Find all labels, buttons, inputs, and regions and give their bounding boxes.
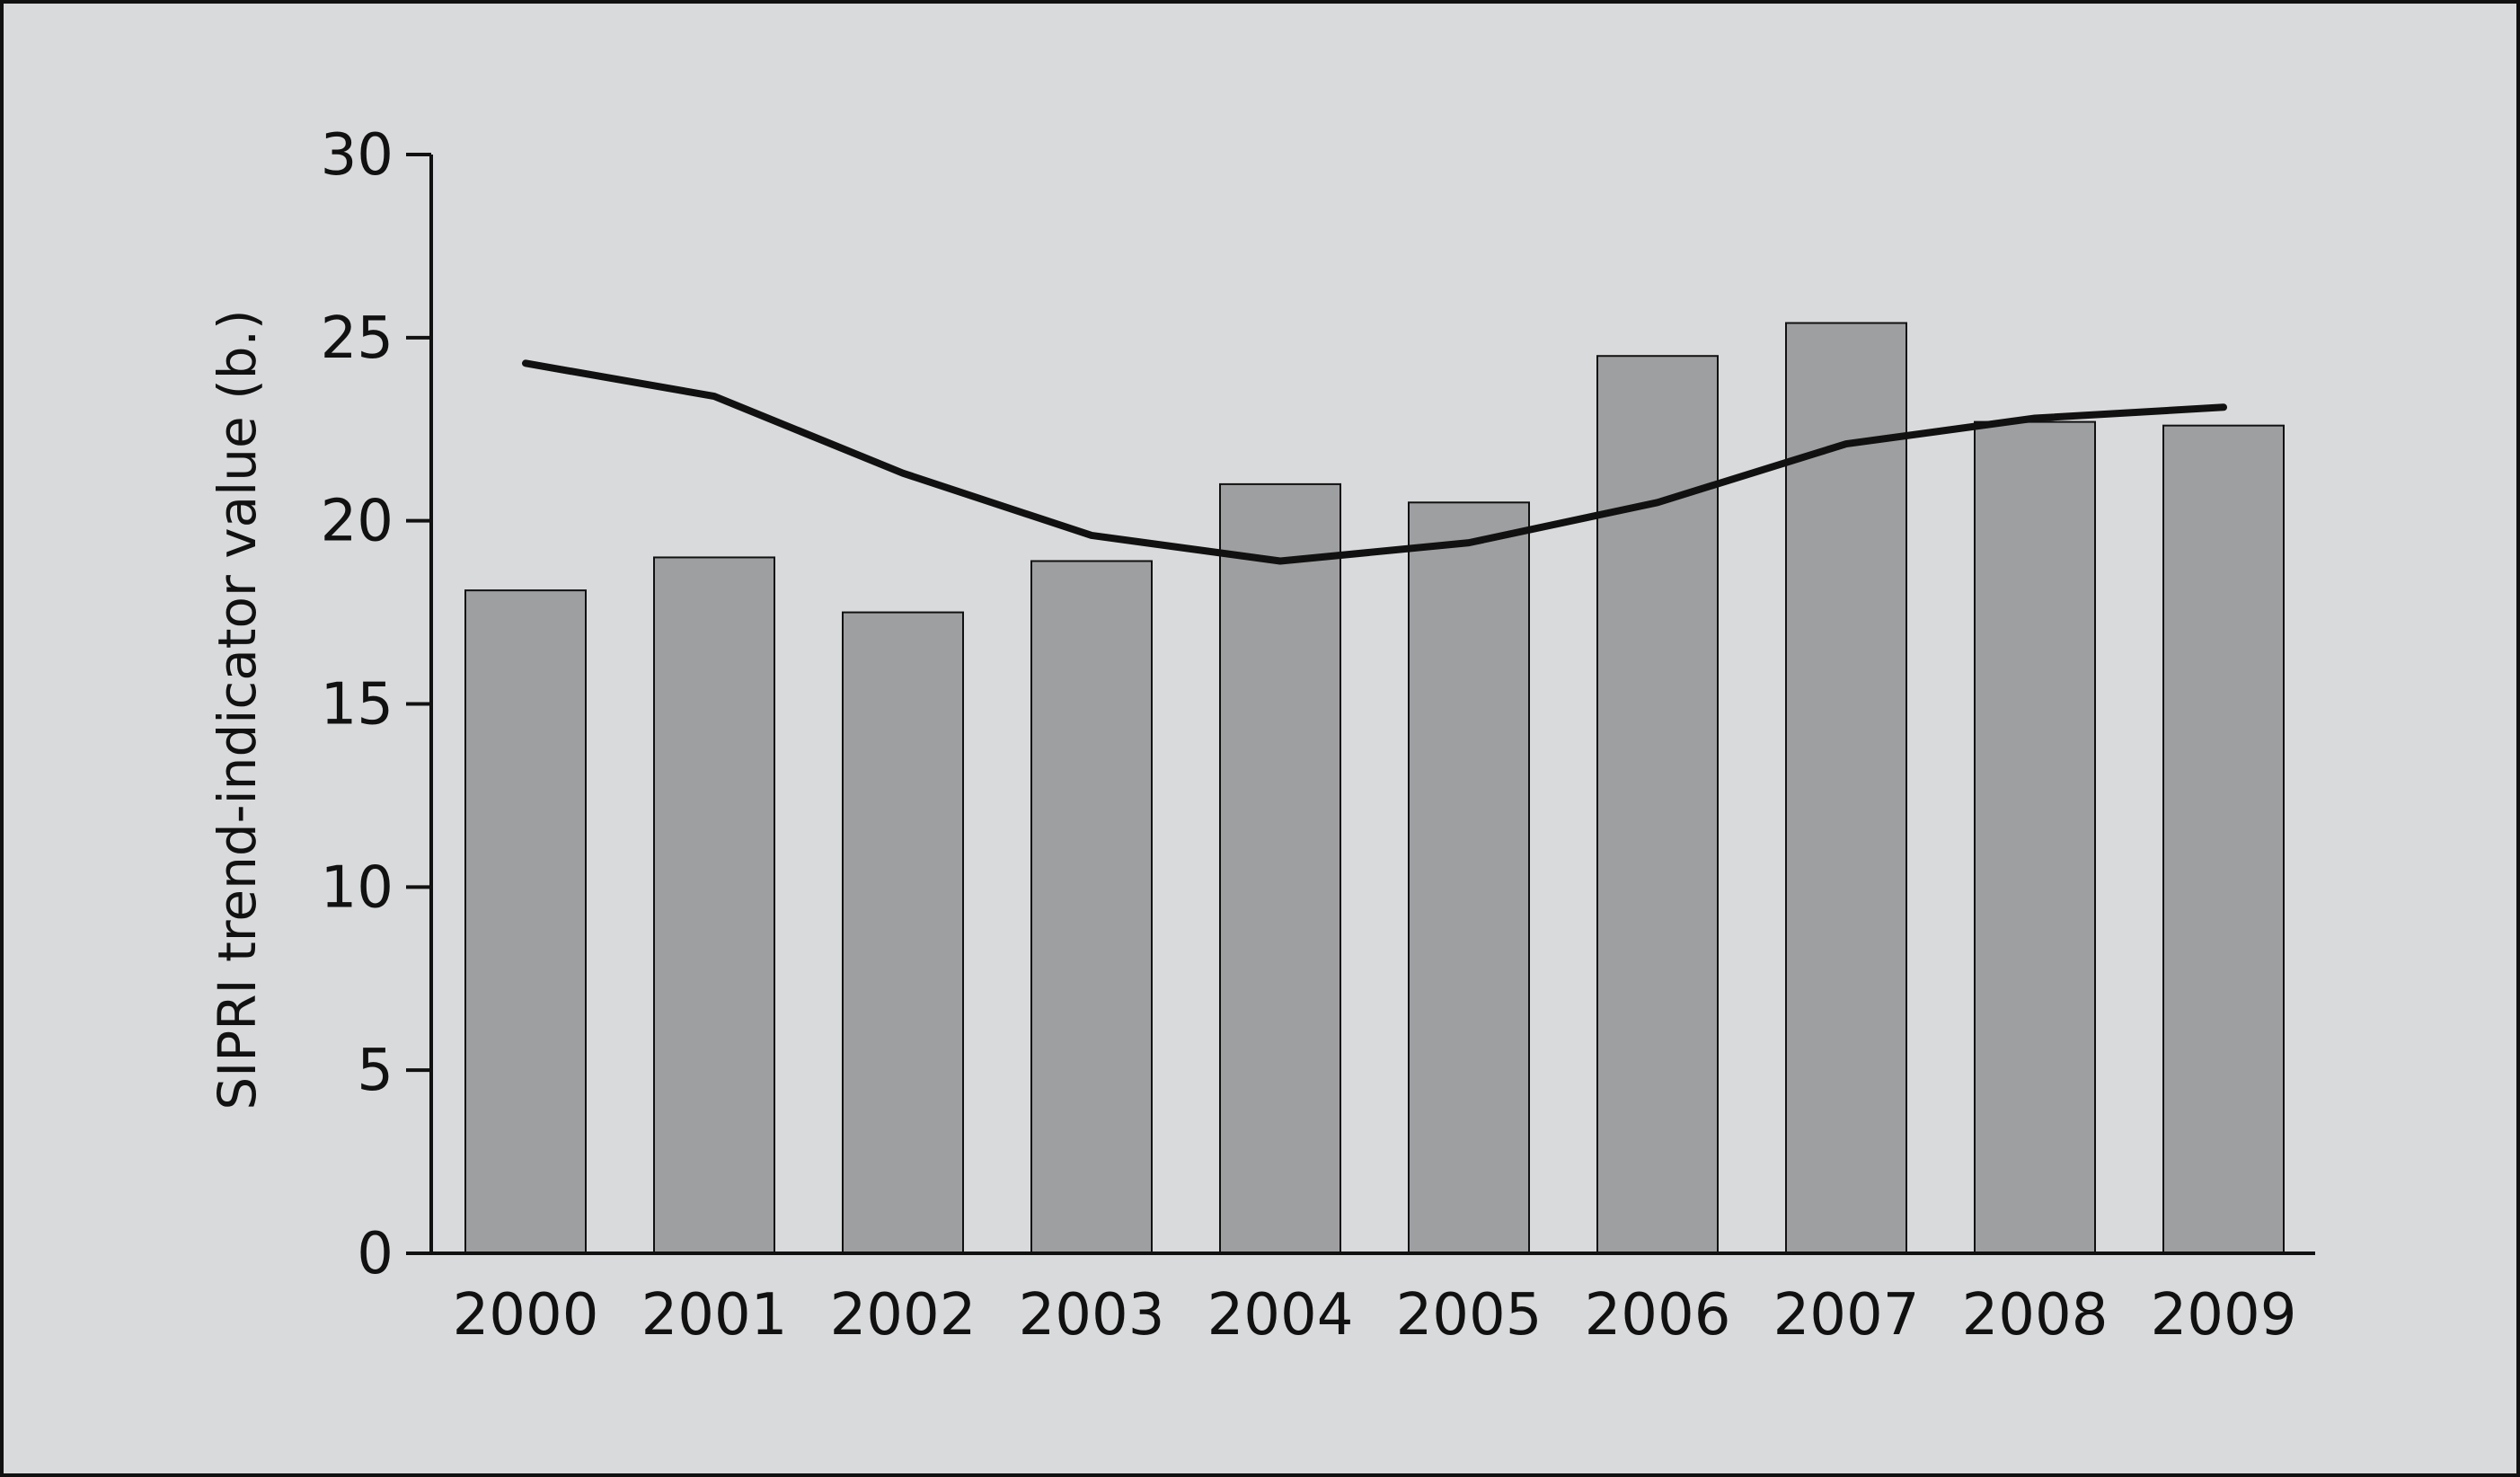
bar-2000 xyxy=(464,589,587,1254)
bar-2008 xyxy=(1974,420,2096,1254)
x-tick-label-2004: 2004 xyxy=(1207,1282,1354,1349)
bar-2003 xyxy=(1030,560,1153,1254)
y-tick-label-15: 15 xyxy=(321,672,393,738)
y-axis-title: SIPRI trend-indicator value (b.) xyxy=(207,309,268,1110)
y-tick-label-25: 25 xyxy=(321,305,393,372)
x-tick-label-2002: 2002 xyxy=(830,1282,977,1349)
bar-2009 xyxy=(2162,424,2285,1254)
x-tick-label-2000: 2000 xyxy=(453,1282,599,1349)
trend-line xyxy=(522,359,2227,565)
bar-2002 xyxy=(842,611,964,1254)
bar-2007 xyxy=(1785,322,1907,1255)
x-tick-label-2006: 2006 xyxy=(1585,1282,1731,1349)
x-tick-label-2009: 2009 xyxy=(2151,1282,2297,1349)
axes-layer xyxy=(406,153,2315,1255)
bar-2005 xyxy=(1408,501,1530,1254)
bar-2001 xyxy=(653,556,775,1254)
x-tick-label-2001: 2001 xyxy=(641,1282,788,1349)
x-tick-label-2003: 2003 xyxy=(1019,1282,1165,1349)
y-tick-label-0: 0 xyxy=(357,1221,393,1287)
y-tick-label-30: 30 xyxy=(321,122,393,189)
x-tick-label-2005: 2005 xyxy=(1396,1282,1543,1349)
y-tick-label-20: 20 xyxy=(321,489,393,555)
x-tick-label-2007: 2007 xyxy=(1773,1282,1920,1349)
bars-layer xyxy=(464,322,2285,1255)
y-tick-label-10: 10 xyxy=(321,854,393,921)
bar-2004 xyxy=(1219,482,1341,1254)
y-tick-label-5: 5 xyxy=(357,1038,393,1104)
x-tick-label-2008: 2008 xyxy=(1962,1282,2109,1349)
labels-layer: 0 5 10 15 20 25 30 2000 2001 2002 2003 2004 2005 2006… xyxy=(321,122,2297,1349)
trend-line-layer xyxy=(522,359,2227,565)
